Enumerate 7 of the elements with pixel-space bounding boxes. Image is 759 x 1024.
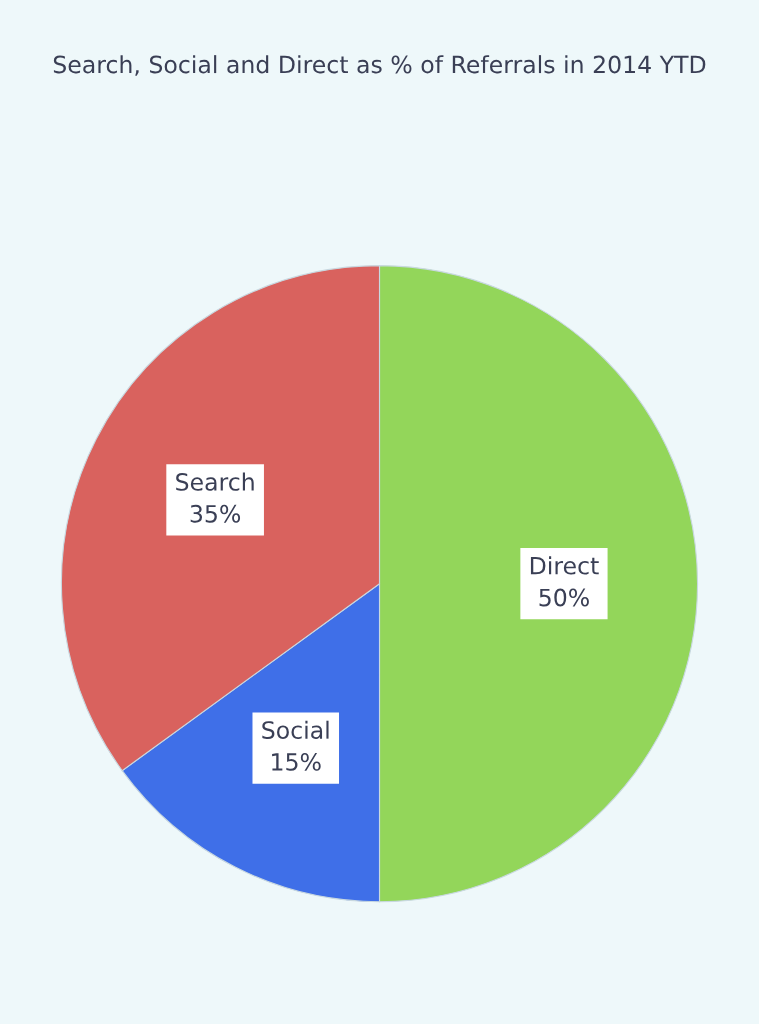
slice-label: Search bbox=[176, 472, 254, 491]
data-label: 15% bbox=[272, 752, 321, 771]
slice-label: Social bbox=[262, 720, 329, 739]
data-label: 35% bbox=[190, 504, 241, 523]
slice-label: Direct bbox=[530, 556, 599, 575]
chart-title: Search, Social and Direct as % of Referrals in 2014 YTD bbox=[53, 55, 706, 76]
data-label: 50% bbox=[539, 588, 589, 607]
